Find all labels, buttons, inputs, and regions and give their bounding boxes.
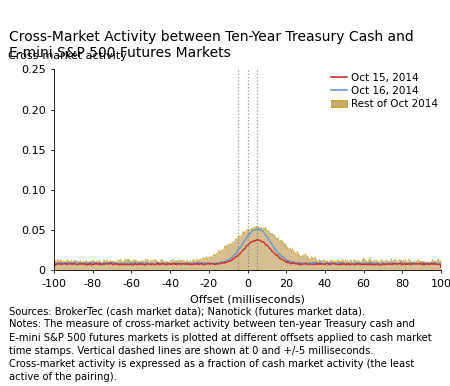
X-axis label: Offset (milliseconds): Offset (milliseconds) xyxy=(190,294,305,304)
Text: Cross-market activity: Cross-market activity xyxy=(8,51,126,61)
Text: Cross-Market Activity between Ten-Year Treasury Cash and
E-mini S&P 500 Futures : Cross-Market Activity between Ten-Year T… xyxy=(9,30,414,60)
Legend: Oct 15, 2014, Oct 16, 2014, Rest of Oct 2014: Oct 15, 2014, Oct 16, 2014, Rest of Oct … xyxy=(331,73,438,109)
Text: Sources: BrokerTec (cash market data); Nanotick (futures market data).
Notes: Th: Sources: BrokerTec (cash market data); N… xyxy=(9,306,432,382)
